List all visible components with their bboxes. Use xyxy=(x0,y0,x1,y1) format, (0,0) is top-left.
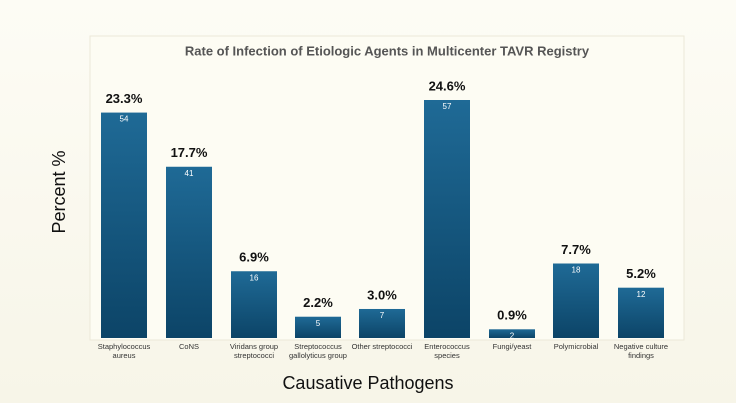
count-label: 2 xyxy=(510,331,515,340)
x-tick-label: Viridans group streptococci xyxy=(229,342,279,360)
x-tick-label: Fungi/yeast xyxy=(492,342,532,351)
bar xyxy=(424,100,470,338)
x-tick-label: Other streptococci xyxy=(351,342,413,351)
bar xyxy=(231,271,277,338)
value-label: 3.0% xyxy=(367,287,397,302)
bar xyxy=(359,308,405,338)
value-label: 23.3% xyxy=(106,91,143,106)
bar xyxy=(553,263,599,338)
count-label: 16 xyxy=(250,273,259,282)
value-label: 5.2% xyxy=(626,266,656,281)
count-label: 12 xyxy=(637,290,646,299)
y-axis-label: Percent % xyxy=(49,150,69,233)
value-label: 2.2% xyxy=(303,295,333,310)
x-tick-label: Enterococcus species xyxy=(424,342,470,360)
count-label: 18 xyxy=(572,266,581,275)
x-tick-label: CoNS xyxy=(178,342,199,351)
value-label: 7.7% xyxy=(561,242,591,257)
bar xyxy=(101,112,147,338)
chart-title: Rate of Infection of Etiologic Agents in… xyxy=(185,43,590,58)
value-label: 0.9% xyxy=(497,308,527,323)
x-tick-label: Staphylococcus aureus xyxy=(97,342,151,360)
count-label: 7 xyxy=(380,311,385,320)
value-label: 17.7% xyxy=(171,145,208,160)
x-axis-label: Causative Pathogens xyxy=(282,373,453,393)
x-tick-label: Streptococcus gallolyticus group xyxy=(289,342,347,360)
value-label: 24.6% xyxy=(429,78,466,93)
count-label: 57 xyxy=(443,102,452,111)
value-label: 6.9% xyxy=(239,250,269,265)
bar xyxy=(295,316,341,338)
count-label: 41 xyxy=(185,169,194,178)
bar xyxy=(618,287,664,338)
count-label: 54 xyxy=(120,115,129,124)
bar xyxy=(166,166,212,338)
bar xyxy=(489,329,535,338)
x-tick-label: Polymicrobial xyxy=(553,342,599,351)
count-label: 5 xyxy=(316,319,321,328)
x-tick-label: Negative culture findings xyxy=(613,342,669,360)
